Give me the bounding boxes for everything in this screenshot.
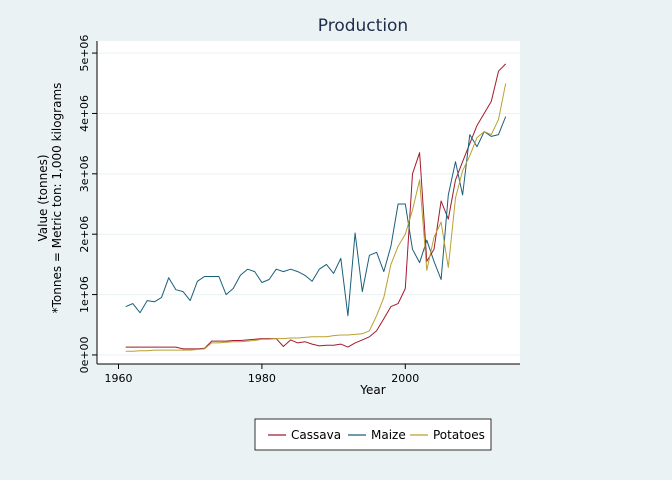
series-line-maize bbox=[125, 116, 507, 317]
legend-label-cassava: Cassava bbox=[291, 428, 341, 442]
x-tick-label-1: 1980 bbox=[248, 372, 276, 385]
x-tick-label-2: 2000 bbox=[391, 372, 419, 385]
series-line-cassava bbox=[125, 63, 507, 350]
grid-lines bbox=[97, 52, 520, 356]
legend-label-potatoes: Potatoes bbox=[433, 428, 485, 442]
y-tick-label-0: 0e+00 bbox=[78, 336, 91, 373]
y-tick-label-3: 3e+06 bbox=[78, 155, 91, 192]
plot-area bbox=[97, 41, 520, 364]
y-tick-label-4: 4e+06 bbox=[78, 95, 91, 132]
chart-title: Production bbox=[318, 16, 408, 36]
y-axis-title-line-2: *Tonnes = Metric ton: 1,000 kilograms bbox=[50, 83, 64, 314]
legend-box bbox=[254, 418, 492, 451]
y-tick-label-1: 1e+06 bbox=[78, 276, 91, 313]
legend-label-maize: Maize bbox=[371, 428, 406, 442]
legend: Cassava Maize Potatoes bbox=[254, 418, 492, 451]
series-lines bbox=[125, 63, 507, 352]
y-axis-title-line-1: Value (tonnes) bbox=[36, 154, 50, 241]
axes: 0e+00 1e+06 2e+06 3e+06 4e+06 5e+06 1960 1980 20… bbox=[78, 35, 520, 385]
x-tick-label-0: 1960 bbox=[105, 372, 133, 385]
series-line-potatoes bbox=[125, 83, 507, 352]
y-tick-label-2: 2e+06 bbox=[78, 216, 91, 253]
x-axis-title: Year bbox=[359, 383, 385, 397]
y-tick-label-5: 5e+06 bbox=[78, 35, 91, 72]
